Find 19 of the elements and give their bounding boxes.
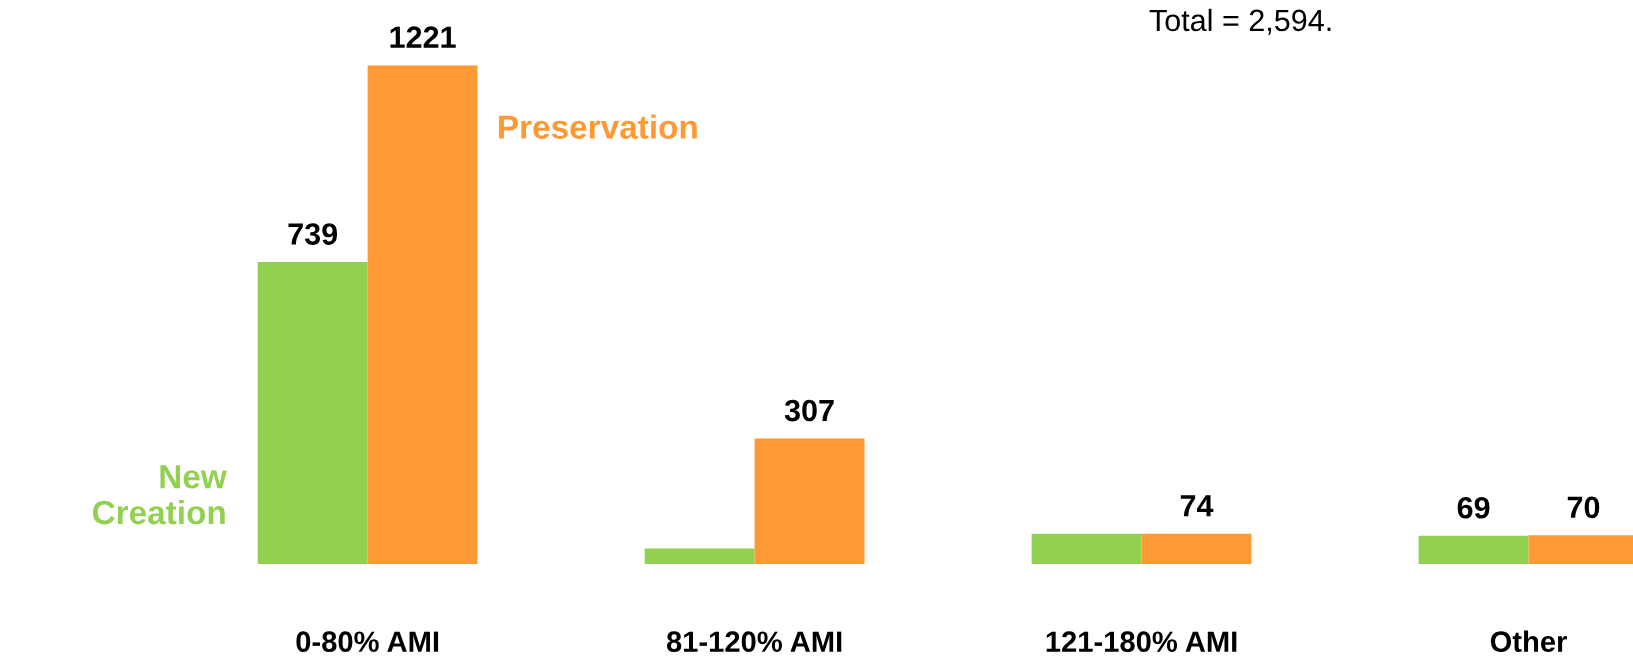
bar bbox=[1031, 533, 1142, 564]
x-tick-label: 121-180% AMI bbox=[1046, 631, 1237, 652]
data-label: 739 bbox=[288, 223, 338, 245]
data-label: 70 bbox=[1567, 496, 1600, 519]
x-tick-label: 81-120% AMI bbox=[666, 631, 842, 652]
bar bbox=[367, 65, 478, 564]
series-label: New Creation bbox=[92, 465, 227, 525]
x-tick-label: Other bbox=[1490, 630, 1567, 652]
bar bbox=[257, 262, 368, 564]
bar bbox=[1141, 533, 1252, 564]
text: Total = 2,594. bbox=[1149, 8, 1331, 35]
x-tick-label: 0-80% AMI bbox=[296, 631, 439, 652]
bar bbox=[754, 438, 865, 564]
data-label: 74 bbox=[1180, 495, 1214, 517]
data-label: 69 bbox=[1457, 496, 1490, 519]
bar bbox=[644, 548, 755, 564]
data-label: 1221 bbox=[390, 26, 456, 48]
data-label: 307 bbox=[784, 399, 834, 422]
series-label: Preservation bbox=[499, 114, 697, 139]
